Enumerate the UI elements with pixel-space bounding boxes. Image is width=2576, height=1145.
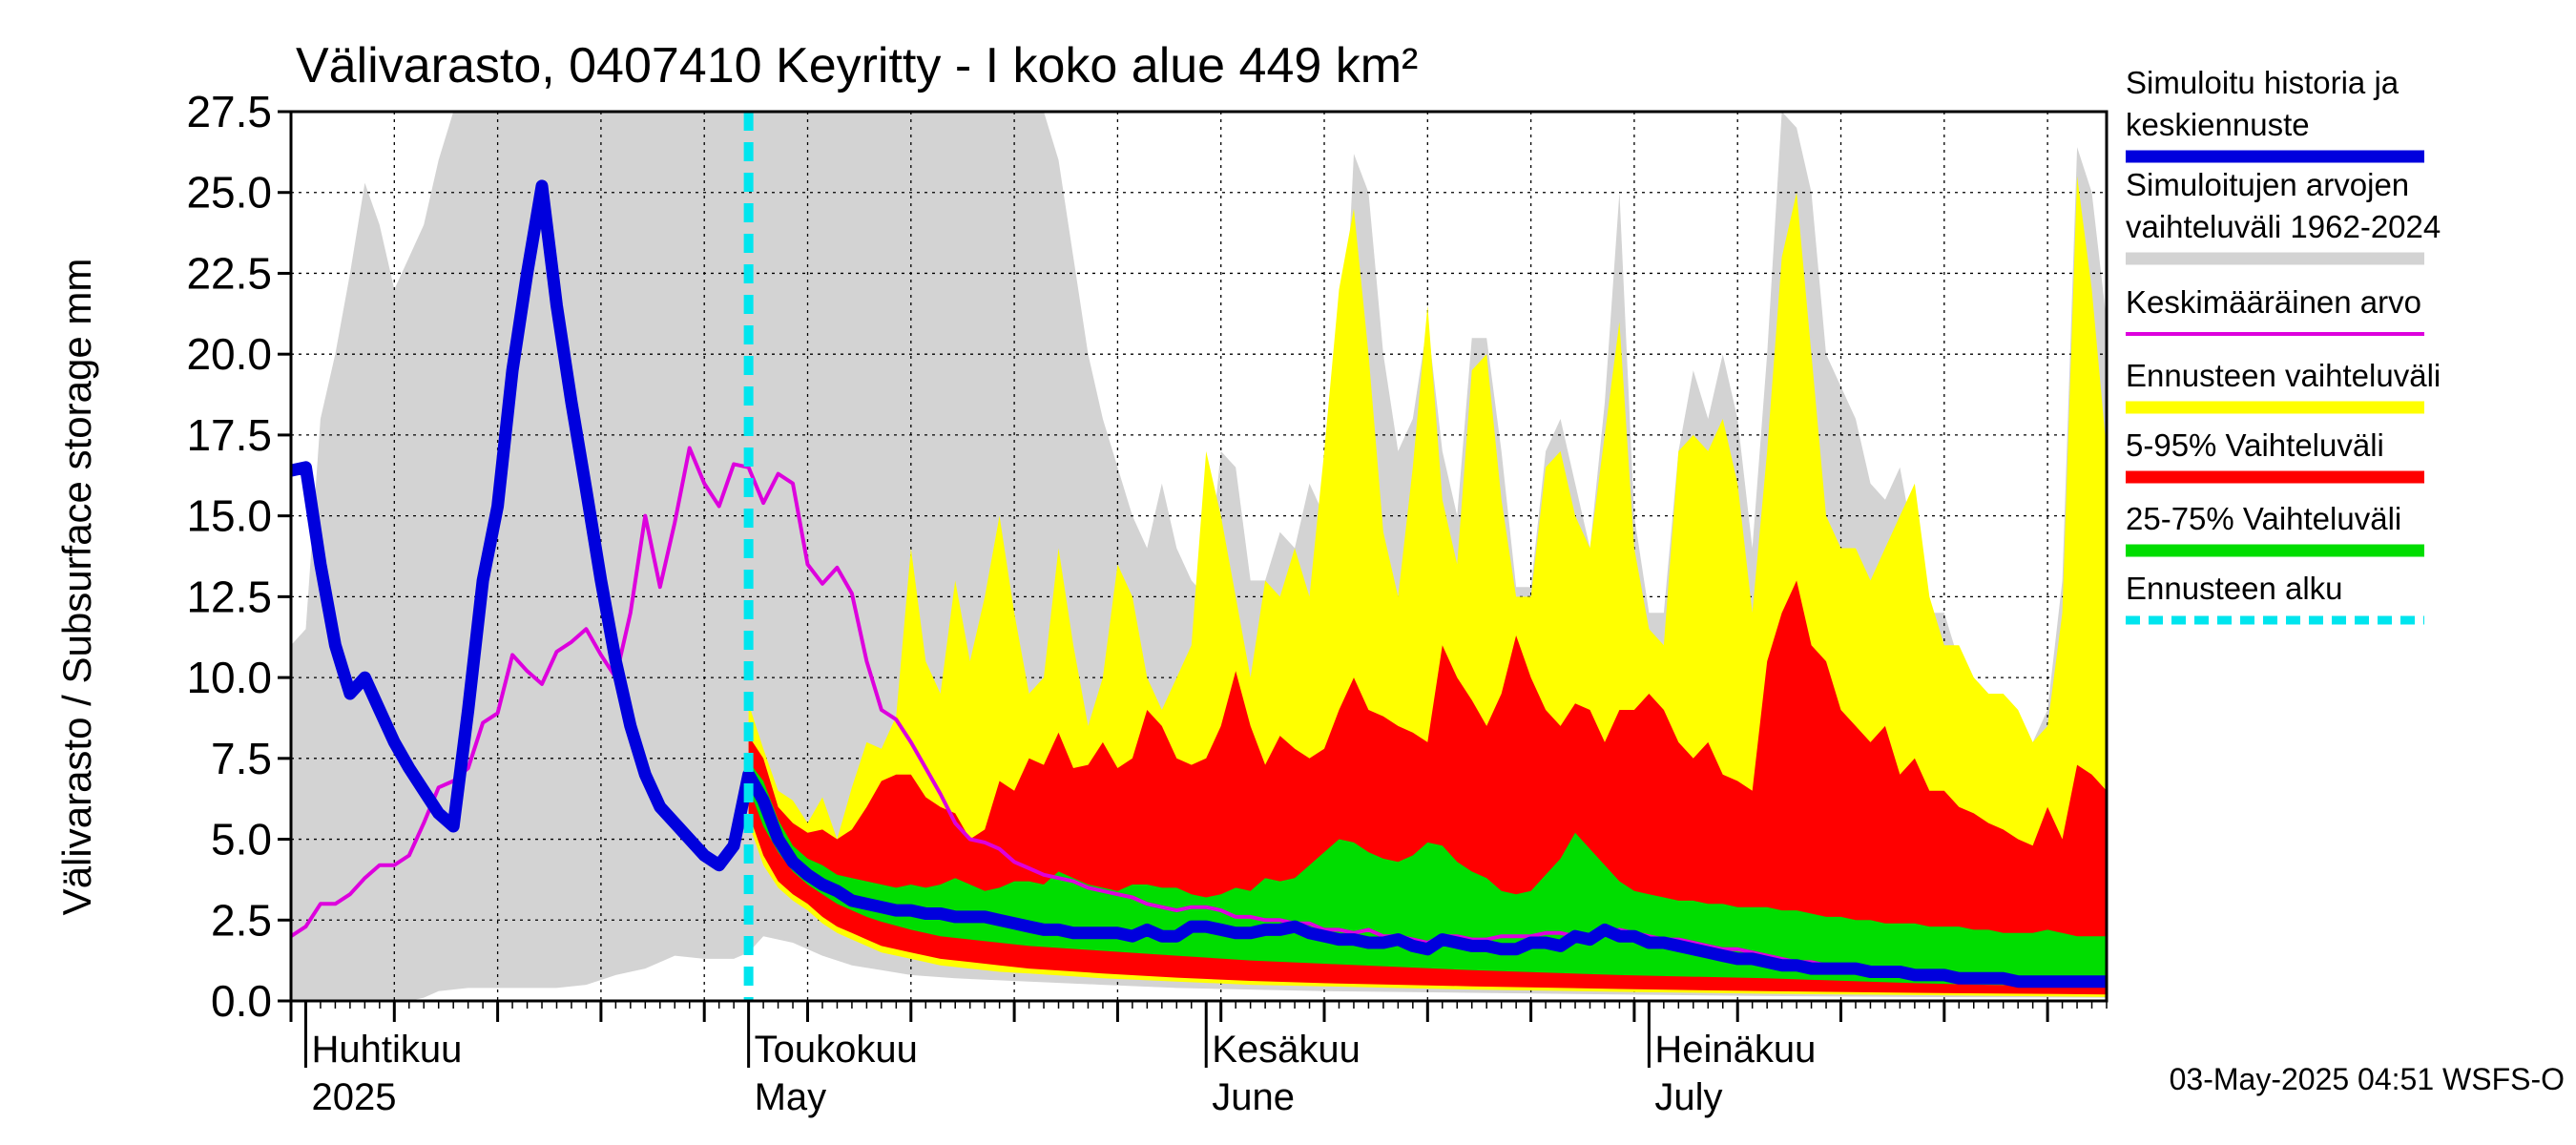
plot-area (291, 112, 2107, 1001)
legend-entry: Ennusteen vaihteluväli (2126, 358, 2441, 414)
legend-label: 5-95% Vaihteluväli (2126, 427, 2384, 463)
month-label-en: July (1654, 1076, 1722, 1118)
y-tick-label: 22.5 (186, 248, 272, 298)
month-label-fi: Toukokuu (755, 1029, 918, 1071)
y-tick-label: 5.0 (211, 815, 272, 864)
plot-frame (289, 110, 2109, 1003)
y-tick-label: 7.5 (211, 734, 272, 783)
legend-label: Simuloitujen arvojen (2126, 167, 2409, 202)
y-tick-label: 20.0 (186, 329, 272, 379)
timestamp: 03-May-2025 04:51 WSFS-O (2170, 1062, 2565, 1096)
y-tick-label: 2.5 (211, 895, 272, 945)
legend-entry: Simuloitujen arvojen vaihteluväli 1962-20… (2126, 167, 2441, 265)
y-axis-label: Välivarasto / Subsurface storage mm (54, 259, 99, 916)
history-median-line (291, 179, 2107, 989)
y-tick-label: 10.0 (186, 653, 272, 702)
legend: Simuloitu historia jakeskiennusteSimuloi… (2126, 65, 2441, 625)
legend-label: 25-75% Vaihteluväli (2126, 501, 2401, 536)
legend-label: Ennusteen alku (2126, 571, 2343, 606)
y-tick-label: 25.0 (186, 168, 272, 218)
month-label-en: May (755, 1076, 827, 1118)
legend-entry: Simuloitu historia ja keskiennuste (2126, 65, 2424, 163)
chart-title: Välivarasto, 0407410 Keyritty - I koko a… (296, 38, 1418, 94)
legend-label: keskiennuste (2126, 107, 2310, 142)
month-label-en: June (1212, 1076, 1295, 1118)
legend-label: Keskimääräinen arvo (2126, 284, 2421, 320)
y-tick-label: 17.5 (186, 410, 272, 460)
legend-label: Ennusteen vaihteluväli (2126, 358, 2441, 393)
legend-entry: 5-95% Vaihteluväli (2126, 427, 2424, 484)
month-label-fi: Kesäkuu (1212, 1029, 1361, 1071)
y-tick-label: 12.5 (186, 572, 272, 621)
legend-entry: Ennusteen alku (2126, 571, 2424, 625)
y-tick-label: 15.0 (186, 491, 272, 541)
legend-label: Simuloitu historia ja (2126, 65, 2399, 100)
legend-entry: Keskimääräinen arvo (2126, 284, 2424, 336)
legend-entry: 25-75% Vaihteluväli (2126, 501, 2424, 557)
y-tick-label: 0.0 (211, 976, 272, 1026)
legend-label: vaihteluväli 1962-2024 (2126, 209, 2441, 244)
y-tick-label: 27.5 (186, 87, 272, 136)
axes: 0.0 2.5 5.0 7.5 10.0 12.5 15.0 17.5 20.0 22.5 25.0… (186, 87, 2109, 1118)
month-label-en: 2025 (311, 1076, 396, 1118)
month-label-fi: Heinäkuu (1654, 1029, 1816, 1071)
month-label-fi: Huhtikuu (311, 1029, 462, 1071)
